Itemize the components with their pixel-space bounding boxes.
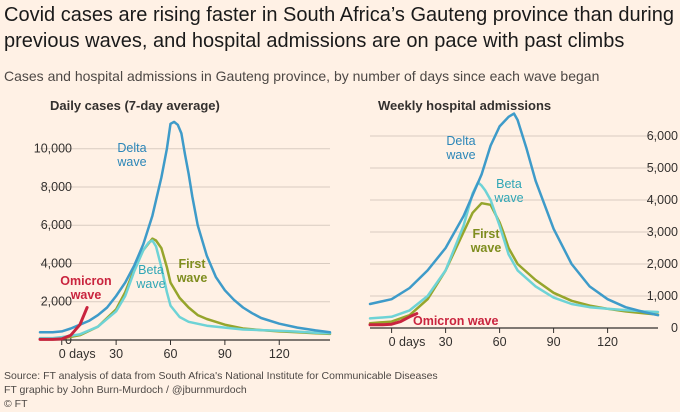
series-label-line: wave: [116, 155, 146, 169]
x-tick-label: 120: [597, 335, 618, 349]
credit-note: FT graphic by John Burn-Murdoch / @jburn…: [4, 384, 247, 396]
series-label-delta: Delta wave: [445, 134, 475, 162]
series-label-line: First: [178, 257, 206, 271]
series-line-delta: [368, 112, 660, 317]
series-label-line: Beta: [138, 263, 164, 277]
y-tick-label: 8,000: [41, 180, 72, 194]
source-note: Source: FT analysis of data from South A…: [4, 370, 438, 382]
series-label-line: wave: [176, 271, 208, 285]
x-tick-label: 60: [493, 335, 507, 349]
series-line-beta: [368, 181, 660, 320]
series-label-line: wave: [493, 191, 523, 205]
series-label-line: wave: [135, 277, 165, 291]
series-label-beta: Beta wave: [135, 263, 165, 291]
series-line-delta: [38, 120, 332, 334]
y-tick-label: 0: [671, 321, 678, 335]
panel-title-cases: Daily cases (7-day average): [50, 98, 220, 113]
y-tick-label: 10,000: [34, 142, 72, 156]
x-tick-label: 90: [547, 335, 561, 349]
series-label-first: First wave: [470, 227, 502, 255]
y-tick-label: 6,000: [647, 129, 678, 143]
y-tick-label: 2,000: [41, 295, 72, 309]
panel-title-hospital: Weekly hospital admissions: [378, 98, 552, 113]
series-line-beta: [38, 239, 332, 340]
y-tick-label: 6,000: [41, 218, 72, 232]
series-label-line: wave: [445, 148, 475, 162]
series-label-first: First wave: [176, 257, 208, 285]
series-label-line: Delta: [117, 141, 146, 155]
y-tick-label: 3,000: [647, 225, 678, 239]
y-tick-label: 4,000: [41, 256, 72, 270]
panel-1: 0 1,000 2,000 3,000 4,000 5,000 6,000 0 days 30 6…: [368, 112, 678, 349]
x-tick-label: 0 days: [59, 347, 96, 361]
y-tick-label: 2,000: [647, 257, 678, 271]
series-line-omicron: [38, 306, 89, 341]
series-label-line: Omicron wave: [413, 314, 498, 328]
series-label-line: Delta: [446, 134, 475, 148]
series-label-beta: Beta wave: [493, 177, 523, 205]
series-label-line: wave: [470, 241, 502, 255]
chart-subtitle: Cases and hospital admissions in Gauteng…: [4, 68, 600, 84]
series-label-line: First: [472, 227, 500, 241]
series-label-delta: Delta wave: [116, 141, 146, 169]
y-tick-label: 4,000: [647, 193, 678, 207]
series-line-omicron: [368, 312, 419, 327]
x-tick-label: 120: [269, 347, 290, 361]
copyright-note: © FT: [4, 398, 28, 410]
y-tick-label: 5,000: [647, 161, 678, 175]
x-tick-label: 60: [164, 347, 178, 361]
x-tick-label: 30: [109, 347, 123, 361]
chart-title: Covid cases are rising faster in South A…: [4, 4, 674, 52]
x-tick-label: 30: [439, 335, 453, 349]
x-tick-label: 90: [218, 347, 232, 361]
series-label-omicron: Omicron wave: [60, 274, 111, 302]
series-label-line: Beta: [496, 177, 522, 191]
series-label-line: Omicron: [60, 274, 111, 288]
series-label-omicron: Omicron wave: [413, 314, 498, 328]
y-tick-label: 1,000: [647, 289, 678, 303]
series-label-line: wave: [70, 288, 102, 302]
x-tick-label: 0 days: [389, 335, 426, 349]
